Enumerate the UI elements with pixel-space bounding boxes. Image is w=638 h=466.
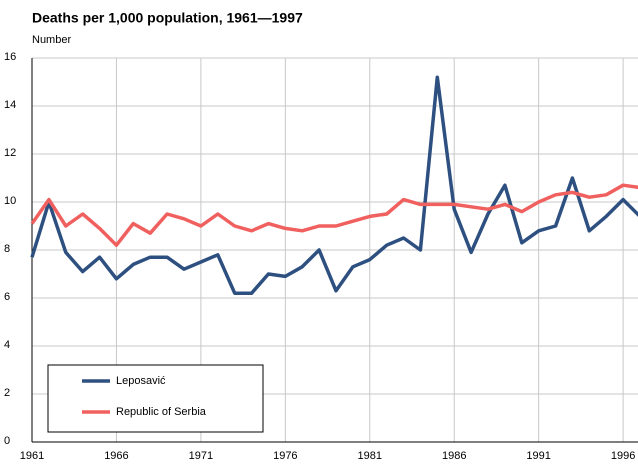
y-tick-label: 10 [4, 195, 16, 207]
legend-label: Republic of Serbia [116, 406, 207, 418]
x-tick-label: 1971 [189, 450, 213, 462]
y-tick-label: 8 [4, 243, 10, 255]
x-tick-label: 1976 [273, 450, 297, 462]
x-tick-label: 1986 [442, 450, 466, 462]
x-tick-label: 1981 [358, 450, 382, 462]
x-tick-label: 1996 [611, 450, 635, 462]
y-tick-label: 14 [4, 99, 16, 111]
y-tick-label: 6 [4, 291, 10, 303]
chart-title: Deaths per 1,000 population, 1961—1997 [32, 10, 303, 26]
x-tick-label: 1966 [104, 450, 128, 462]
data-line [30, 75, 638, 295]
x-tick-label: 1961 [20, 450, 44, 462]
x-tick-label: 1991 [526, 450, 550, 462]
y-tick-label: 4 [4, 339, 10, 351]
y-tick-label: 2 [4, 387, 10, 399]
data-line [30, 183, 638, 247]
legend-box [47, 364, 264, 433]
y-tick-label: 0 [4, 435, 10, 447]
y-tick-label: 16 [4, 51, 16, 63]
chart-subtitle: Number [32, 34, 71, 46]
y-tick-label: 12 [4, 147, 16, 159]
legend-label: Leposavić [116, 375, 166, 387]
